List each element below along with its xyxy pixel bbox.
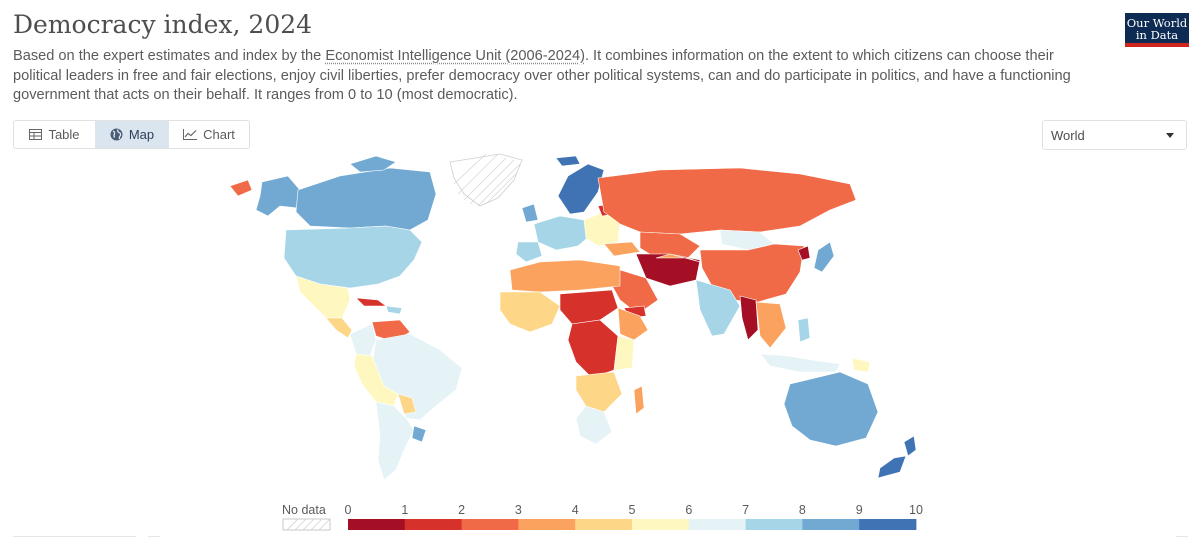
region-uk-ireland[interactable] [521, 203, 539, 223]
legend-tick-5: 5 [629, 503, 636, 517]
globe-icon [110, 128, 123, 141]
region-korea[interactable] [797, 245, 811, 261]
region-new-zealand[interactable] [877, 435, 917, 479]
tab-table-label: Table [48, 127, 80, 142]
table-icon [29, 129, 43, 140]
legend-swatch-5-6[interactable] [632, 519, 690, 530]
region-india[interactable] [695, 279, 741, 337]
region-myanmar[interactable] [739, 295, 759, 341]
tab-table[interactable]: Table [14, 121, 95, 148]
region-west-africa[interactable] [499, 291, 561, 333]
world-map[interactable] [200, 150, 1000, 490]
bottom-divider-left [13, 536, 136, 537]
legend-tick-7: 7 [742, 503, 749, 517]
greenland-no-data-hatch [453, 153, 521, 207]
region-western-europe[interactable] [533, 215, 593, 251]
legend-swatch-8-9[interactable] [802, 519, 860, 530]
region-greenland[interactable] [449, 153, 523, 207]
legend-tick-2: 2 [458, 503, 465, 517]
logo-line-2: in Data [1135, 28, 1179, 42]
legend-swatch-3-4[interactable] [518, 519, 576, 530]
chart-subtitle: Based on the expert estimates and index … [13, 47, 1103, 106]
tab-map-label: Map [128, 127, 155, 142]
region-horn-of-africa[interactable] [617, 307, 649, 341]
legend-tick-0: 0 [345, 503, 352, 517]
region-iberia[interactable] [515, 241, 543, 263]
legend-swatch-0-1[interactable] [348, 519, 406, 530]
owid-logo[interactable]: Our World in Data [1125, 13, 1189, 47]
region-russia[interactable] [597, 167, 857, 235]
subtitle-text-end: . It combines information on the extent … [13, 48, 1071, 103]
legend-swatch-9-10[interactable] [859, 519, 917, 530]
region-paraguay[interactable] [397, 393, 417, 415]
legend-swatch-7-8[interactable] [745, 519, 803, 530]
region-china[interactable] [699, 243, 805, 303]
legend-swatch-2-3[interactable] [461, 519, 519, 530]
region-select[interactable]: World [1042, 120, 1187, 150]
region-southeast-asia[interactable] [755, 301, 787, 349]
region-east-africa[interactable] [613, 335, 635, 371]
legend-tick-8: 8 [799, 503, 806, 517]
region-turkey[interactable] [603, 241, 641, 257]
legend-tick-1: 1 [401, 503, 408, 517]
tab-map[interactable]: Map [95, 121, 169, 148]
region-papua-new-guinea[interactable] [851, 357, 871, 373]
tab-chart-label: Chart [203, 127, 235, 142]
region-north-africa[interactable] [509, 259, 621, 293]
bottom-divider-mid [148, 536, 160, 537]
region-south-africa[interactable] [575, 405, 613, 445]
view-tabs: Table Map Chart [13, 120, 250, 149]
chevron-down-icon [1166, 133, 1174, 138]
legend-swatch-6-7[interactable] [688, 519, 746, 530]
legend-tick-6: 6 [685, 503, 692, 517]
region-uruguay[interactable] [411, 425, 427, 443]
region-madagascar[interactable] [633, 385, 645, 415]
region-colombia[interactable] [349, 323, 377, 357]
legend-tick-4: 4 [572, 503, 579, 517]
tab-chart[interactable]: Chart [169, 121, 249, 148]
region-select-value: World [1051, 128, 1085, 143]
region-central-asia[interactable] [655, 253, 701, 263]
region-arctic-islands[interactable] [349, 155, 397, 173]
legend-tick-3: 3 [515, 503, 522, 517]
region-caribbean[interactable] [385, 305, 403, 315]
line-chart-icon [183, 129, 198, 140]
bottom-divider-right [1176, 536, 1188, 537]
region-iceland[interactable] [555, 155, 581, 167]
legend-no-data-label: No data [282, 503, 326, 517]
legend-tick-10: 10 [909, 503, 923, 517]
region-indonesia[interactable] [759, 353, 841, 373]
subtitle-text-start: Based on the expert estimates and index … [13, 48, 326, 64]
legend-tick-labels: 0 1 2 3 4 5 6 7 8 9 10 [345, 503, 923, 517]
logo-line-1: Our World [1126, 16, 1188, 30]
region-australia[interactable] [783, 371, 879, 447]
legend-tick-9: 9 [856, 503, 863, 517]
page-title: Democracy index, 2024 [13, 10, 313, 39]
region-japan[interactable] [813, 241, 835, 273]
region-alaska[interactable] [255, 175, 301, 217]
region-philippines[interactable] [797, 317, 811, 343]
legend-no-data-swatch [282, 518, 331, 531]
region-argentina-chile[interactable] [375, 401, 415, 481]
legend-color-scale [348, 519, 917, 530]
region-russia-far-east-tip[interactable] [229, 179, 253, 197]
source-link[interactable]: Economist Intelligence Unit (2006-2024) [325, 48, 585, 64]
legend-swatch-4-5[interactable] [575, 519, 633, 530]
legend-swatch-1-2[interactable] [404, 519, 462, 530]
